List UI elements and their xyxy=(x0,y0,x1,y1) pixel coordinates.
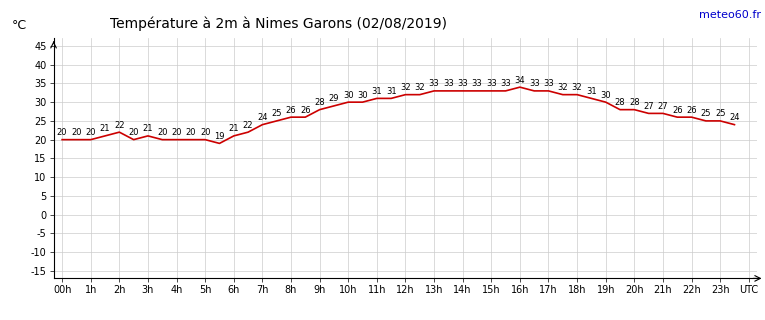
Text: 26: 26 xyxy=(300,106,311,115)
Text: 19: 19 xyxy=(214,132,225,141)
Text: 32: 32 xyxy=(400,83,411,92)
Text: 20: 20 xyxy=(157,128,168,137)
Text: meteo60.fr: meteo60.fr xyxy=(699,10,761,20)
Text: 25: 25 xyxy=(715,109,725,118)
Text: 32: 32 xyxy=(571,83,582,92)
Text: 21: 21 xyxy=(143,124,153,133)
Text: 33: 33 xyxy=(457,79,468,88)
Text: 27: 27 xyxy=(658,102,669,111)
Text: 22: 22 xyxy=(243,121,253,130)
Text: 20: 20 xyxy=(86,128,96,137)
Text: 30: 30 xyxy=(601,91,611,100)
Text: 20: 20 xyxy=(200,128,210,137)
Text: 26: 26 xyxy=(285,106,296,115)
Text: 28: 28 xyxy=(615,98,625,107)
Text: 25: 25 xyxy=(701,109,711,118)
Text: 28: 28 xyxy=(629,98,640,107)
Text: 29: 29 xyxy=(329,94,339,103)
Text: 20: 20 xyxy=(171,128,182,137)
Text: 33: 33 xyxy=(428,79,439,88)
Text: 33: 33 xyxy=(443,79,454,88)
Text: 32: 32 xyxy=(415,83,425,92)
Text: Température à 2m à Nimes Garons (02/08/2019): Température à 2m à Nimes Garons (02/08/2… xyxy=(110,17,447,31)
Text: 28: 28 xyxy=(314,98,325,107)
Text: 22: 22 xyxy=(114,121,125,130)
Text: 21: 21 xyxy=(229,124,239,133)
Text: 33: 33 xyxy=(500,79,511,88)
Text: 26: 26 xyxy=(686,106,697,115)
Text: 20: 20 xyxy=(71,128,82,137)
Text: 33: 33 xyxy=(471,79,483,88)
Text: 33: 33 xyxy=(543,79,554,88)
Text: 20: 20 xyxy=(57,128,67,137)
Text: 30: 30 xyxy=(357,91,368,100)
Text: 34: 34 xyxy=(515,76,526,84)
Text: 31: 31 xyxy=(372,87,382,96)
Text: 31: 31 xyxy=(586,87,597,96)
Text: 24: 24 xyxy=(729,113,740,122)
Text: °C: °C xyxy=(11,19,27,32)
Text: 30: 30 xyxy=(343,91,353,100)
Text: 31: 31 xyxy=(386,87,396,96)
Text: 32: 32 xyxy=(558,83,568,92)
Text: 26: 26 xyxy=(672,106,682,115)
Text: 24: 24 xyxy=(257,113,268,122)
Text: 25: 25 xyxy=(272,109,282,118)
Text: 21: 21 xyxy=(99,124,110,133)
Text: 33: 33 xyxy=(486,79,496,88)
Text: 27: 27 xyxy=(643,102,654,111)
Text: 33: 33 xyxy=(529,79,539,88)
Text: 20: 20 xyxy=(186,128,196,137)
Text: 20: 20 xyxy=(129,128,139,137)
